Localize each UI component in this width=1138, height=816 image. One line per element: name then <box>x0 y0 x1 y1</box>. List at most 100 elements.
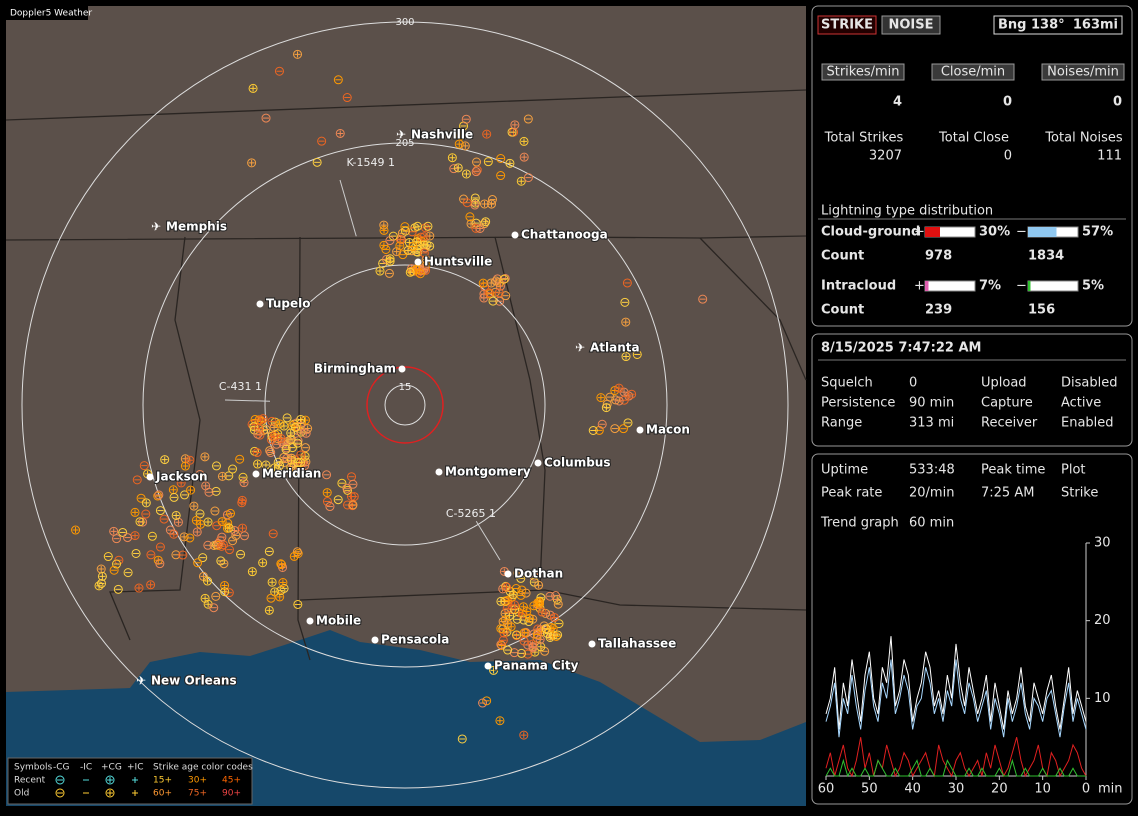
strike-symbol <box>614 396 624 406</box>
legend-label: -CG <box>53 763 70 773</box>
strike-symbol <box>466 219 476 229</box>
strike-symbol <box>185 455 195 465</box>
strike-symbol-mark <box>456 141 463 148</box>
airport-icon: ✈ <box>575 341 585 355</box>
trend-line <box>825 636 1087 730</box>
strike-symbol-mark <box>190 503 197 510</box>
strike-symbol <box>497 640 507 650</box>
percent-bar <box>1028 227 1057 237</box>
strike-symbol <box>211 591 221 601</box>
bearing-box <box>993 15 1123 35</box>
strike-symbol <box>481 217 491 227</box>
strike-symbol <box>335 128 345 138</box>
strike-symbol <box>268 529 278 539</box>
strike-symbol <box>155 506 165 516</box>
strike-symbol <box>195 469 205 479</box>
strike-symbol <box>109 565 119 575</box>
strike-symbol-mark <box>551 614 558 621</box>
strike-symbol <box>200 452 210 462</box>
strike-symbol <box>278 578 288 588</box>
title-bg <box>6 6 88 20</box>
strike-symbol <box>488 296 498 306</box>
strike-symbol <box>425 241 435 251</box>
strike-symbol <box>229 525 239 535</box>
strike-symbol-mark <box>597 394 604 401</box>
legend-label: -IC <box>80 763 92 773</box>
strike-symbol-mark <box>262 462 269 469</box>
city-label: Memphis <box>166 220 227 234</box>
strike-symbol <box>494 288 504 298</box>
percent-bar <box>925 281 929 291</box>
strike-button[interactable] <box>817 15 877 35</box>
strike-symbol <box>486 278 496 288</box>
label: Bng 138° <box>998 18 1065 33</box>
noise-button[interactable] <box>881 15 941 35</box>
sensor-label: C-431 1 <box>219 380 262 393</box>
strike-symbol <box>224 523 234 533</box>
strike-symbol <box>265 446 275 456</box>
strike-symbol <box>237 498 247 508</box>
strike-symbol <box>155 559 165 569</box>
strike-symbol <box>524 617 534 627</box>
strike-symbol <box>523 114 533 124</box>
strike-symbol <box>300 451 310 461</box>
strike-symbol <box>290 422 300 432</box>
strike-symbol-mark <box>219 518 226 525</box>
strike-symbol-mark <box>200 573 207 580</box>
strike-symbol-mark <box>539 609 546 616</box>
strike-symbol <box>281 444 291 454</box>
strike-symbol <box>270 463 280 473</box>
strike-symbol <box>513 568 523 578</box>
city-label: Mobile <box>316 614 361 628</box>
label: 20/min <box>909 486 954 501</box>
strike-symbol-mark <box>510 591 517 598</box>
label: 533:48 <box>909 463 955 478</box>
strike-symbol <box>621 352 631 362</box>
strike-symbol <box>239 531 249 541</box>
legend-label: Strike age color codes <box>153 763 253 773</box>
close-ring <box>366 366 444 444</box>
strike-symbol <box>252 448 262 458</box>
label: STRIKE <box>821 18 873 33</box>
percent-bar <box>1028 281 1031 291</box>
strike-symbol <box>235 454 245 464</box>
strike-symbol <box>407 227 417 237</box>
strike-symbol <box>217 471 227 481</box>
label: Peak time <box>981 463 1045 478</box>
city-label: Tallahassee <box>598 637 676 651</box>
legend-box <box>7 757 253 805</box>
y-tick-label: 30 <box>1094 536 1111 551</box>
count: 156 <box>1028 303 1055 318</box>
strike-symbol <box>553 630 563 640</box>
strike-symbol <box>113 584 123 594</box>
strike-symbol <box>425 231 435 241</box>
strike-symbol <box>512 630 522 640</box>
strike-symbol <box>312 157 322 167</box>
strike-symbol-mark <box>202 482 209 489</box>
label: Persistence <box>821 396 895 411</box>
strike-symbol <box>282 413 292 423</box>
strike-symbol <box>239 478 249 488</box>
strike-symbol <box>553 599 563 609</box>
strike-symbol <box>286 434 296 444</box>
strike-symbol <box>293 438 303 448</box>
strike-symbol <box>554 619 564 629</box>
strike-symbol-mark <box>511 601 518 608</box>
strike-symbol <box>405 267 415 277</box>
strike-symbol-mark <box>506 160 513 167</box>
strike-symbol <box>141 509 151 519</box>
strike-symbol <box>155 542 165 552</box>
x-tick-label: 60 <box>818 782 835 797</box>
label: 0 <box>909 376 917 391</box>
strike-symbol <box>461 114 471 124</box>
label: 7:25 AM <box>981 486 1034 501</box>
strike-symbol <box>132 475 142 485</box>
strike-symbol <box>517 609 527 619</box>
strike-symbol <box>348 500 358 510</box>
legend-label: Old <box>14 789 29 799</box>
strike-symbol <box>385 236 395 246</box>
strike-symbol <box>267 577 277 587</box>
strike-symbol <box>381 244 391 254</box>
strike-symbol <box>279 421 289 431</box>
